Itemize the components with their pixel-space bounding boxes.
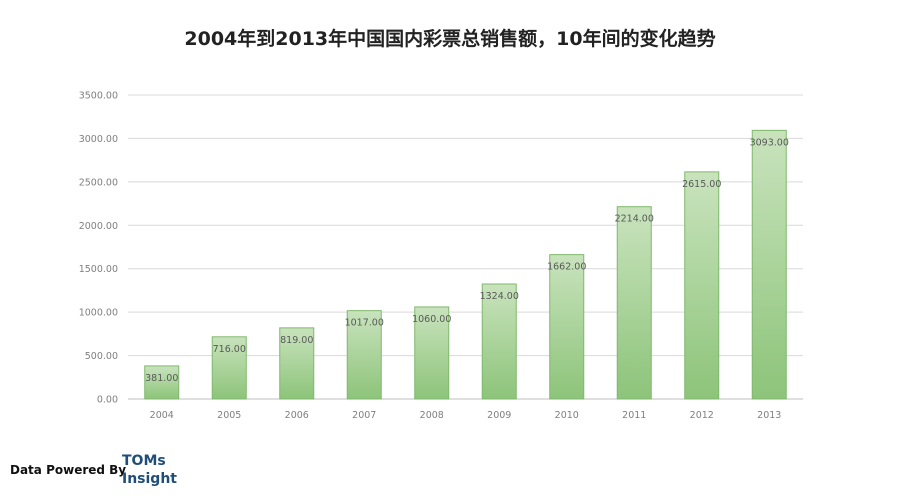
- data-label-2004: 381.00: [145, 373, 178, 384]
- data-label-2007: 1017.00: [345, 318, 384, 329]
- x-tick-label: 2012: [690, 410, 714, 421]
- bar-2007: [346, 310, 382, 400]
- brand-line-2: Insight: [122, 471, 177, 487]
- y-tick-label: 1500.00: [79, 264, 118, 275]
- y-axis-ticks: 0.00 500.00 1000.00 1500.00 2000.00 2500.00 30…: [79, 91, 118, 406]
- data-label-2006: 819.00: [280, 335, 313, 346]
- data-label-2008: 1060.00: [412, 314, 451, 325]
- x-tick-label: 2006: [285, 410, 309, 421]
- brand-logo: TOMs Insight: [122, 452, 177, 488]
- y-tick-label: 3500.00: [79, 91, 118, 102]
- bar-2010: [549, 254, 585, 400]
- bar-2004: [144, 365, 180, 400]
- bar-2009: [481, 283, 517, 400]
- x-tick-label: 2010: [555, 410, 579, 421]
- y-tick-label: 1000.00: [79, 308, 118, 319]
- y-tick-label: 2000.00: [79, 221, 118, 232]
- brand-line-1: TOMs: [122, 453, 166, 469]
- data-label-2005: 716.00: [213, 344, 246, 355]
- x-tick-label: 2007: [352, 410, 376, 421]
- y-tick-label: 500.00: [85, 351, 118, 362]
- data-labels: 381.00 716.00 819.00 1017.00 1060.00 1324.00 1…: [145, 137, 789, 384]
- bar-2008: [414, 306, 450, 400]
- data-label-2012: 2615.00: [682, 179, 721, 190]
- bar-2011: [616, 206, 652, 400]
- x-tick-label: 2013: [757, 410, 781, 421]
- data-label-2010: 1662.00: [547, 262, 586, 273]
- x-tick-label: 2008: [420, 410, 444, 421]
- bar-2005: [211, 336, 247, 400]
- x-tick-label: 2004: [150, 410, 174, 421]
- data-label-2011: 2214.00: [615, 214, 654, 225]
- bar-2006: [279, 327, 315, 400]
- data-label-2009: 1324.00: [480, 291, 519, 302]
- x-axis-ticks: 2004 2005 2006 2007 2008 2009 2010 2011 2012 2013: [150, 410, 782, 421]
- bar-2012: [684, 171, 720, 400]
- chart-title: 2004年到2013年中国国内彩票总销售额，10年间的变化趋势: [184, 28, 716, 50]
- x-tick-label: 2011: [622, 410, 646, 421]
- y-tick-label: 0.00: [97, 395, 118, 406]
- x-tick-label: 2009: [487, 410, 511, 421]
- data-label-2013: 3093.00: [750, 137, 789, 148]
- bar-2013: [751, 129, 787, 400]
- x-tick-label: 2005: [217, 410, 241, 421]
- data-powered-by-label: Data Powered By: [10, 463, 127, 477]
- y-tick-label: 3000.00: [79, 134, 118, 145]
- y-tick-label: 2500.00: [79, 177, 118, 188]
- bars: [144, 129, 787, 400]
